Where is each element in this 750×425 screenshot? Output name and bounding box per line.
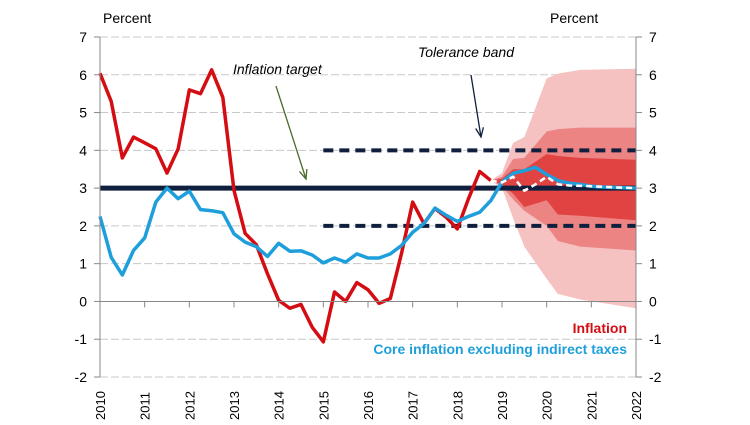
annotation-arrows — [275, 74, 485, 181]
y-tick-label-left: -1 — [75, 331, 88, 347]
y-tick-label-right: 3 — [649, 180, 657, 196]
left-axis-unit: Percent — [103, 10, 151, 26]
x-tick-label: 2013 — [227, 391, 242, 420]
y-tick-label-left: 0 — [79, 293, 87, 309]
y-tick-label-left: 1 — [79, 256, 87, 272]
legend-core-inflation: Core inflation excluding indirect taxes — [373, 341, 627, 357]
x-tick-label: 2017 — [406, 391, 421, 420]
y-tick-label-left: 6 — [79, 67, 87, 83]
y-tick-label-right: -1 — [649, 331, 662, 347]
core-inflation-line — [98, 165, 637, 277]
x-tick-label: 2019 — [495, 391, 510, 420]
x-tick-label: 2016 — [361, 391, 376, 420]
y-tick-label-right: 6 — [649, 67, 657, 83]
y-tick-label-right: 2 — [649, 218, 657, 234]
x-tick-label: 2021 — [584, 391, 599, 420]
tolerance-band-arrow — [470, 74, 482, 138]
inflation-target-arrow-head — [298, 168, 308, 181]
y-tick-label-left: 7 — [79, 29, 87, 45]
y-tick-label-left: 3 — [79, 180, 87, 196]
y-tick-label-right: -2 — [649, 369, 662, 385]
y-tick-label-right: 0 — [649, 293, 657, 309]
annotation-tolerance-band: Tolerance band — [418, 44, 515, 60]
x-tick-label: 2011 — [138, 392, 153, 420]
inflation-forecast-line — [490, 175, 637, 193]
tolerance-band-arrow-head — [475, 127, 485, 139]
y-tick-label-left: -2 — [75, 369, 88, 385]
x-tick-label: 2020 — [540, 391, 555, 420]
y-tick-label-right: 1 — [649, 256, 657, 272]
legend-inflation: Inflation — [573, 320, 627, 336]
reference-lines — [100, 148, 636, 228]
x-tick-label: 2015 — [316, 391, 331, 420]
right-axis-unit: Percent — [550, 10, 598, 26]
x-tick-label: 2010 — [93, 391, 108, 420]
x-tick-label: 2012 — [182, 391, 197, 420]
axes: -2 -2 -1 -1 0 0 1 1 2 2 3 3 4 4 5 5 6 6 7 7 2010 2011 2012 2013… — [75, 29, 662, 420]
y-tick-label-left: 5 — [79, 105, 87, 121]
y-tick-label-left: 4 — [79, 142, 87, 158]
y-tick-label-right: 7 — [649, 29, 657, 45]
y-tick-label-left: 2 — [79, 218, 87, 234]
x-tick-label: 2022 — [629, 391, 644, 420]
inflation-target-arrow — [275, 85, 307, 180]
y-tick-label-right: 4 — [649, 142, 657, 158]
annotation-inflation-target: Inflation target — [233, 61, 323, 77]
x-tick-label: 2018 — [450, 391, 465, 420]
x-tick-label: 2014 — [272, 391, 287, 420]
series-lines — [98, 68, 637, 344]
y-tick-label-right: 5 — [649, 105, 657, 121]
